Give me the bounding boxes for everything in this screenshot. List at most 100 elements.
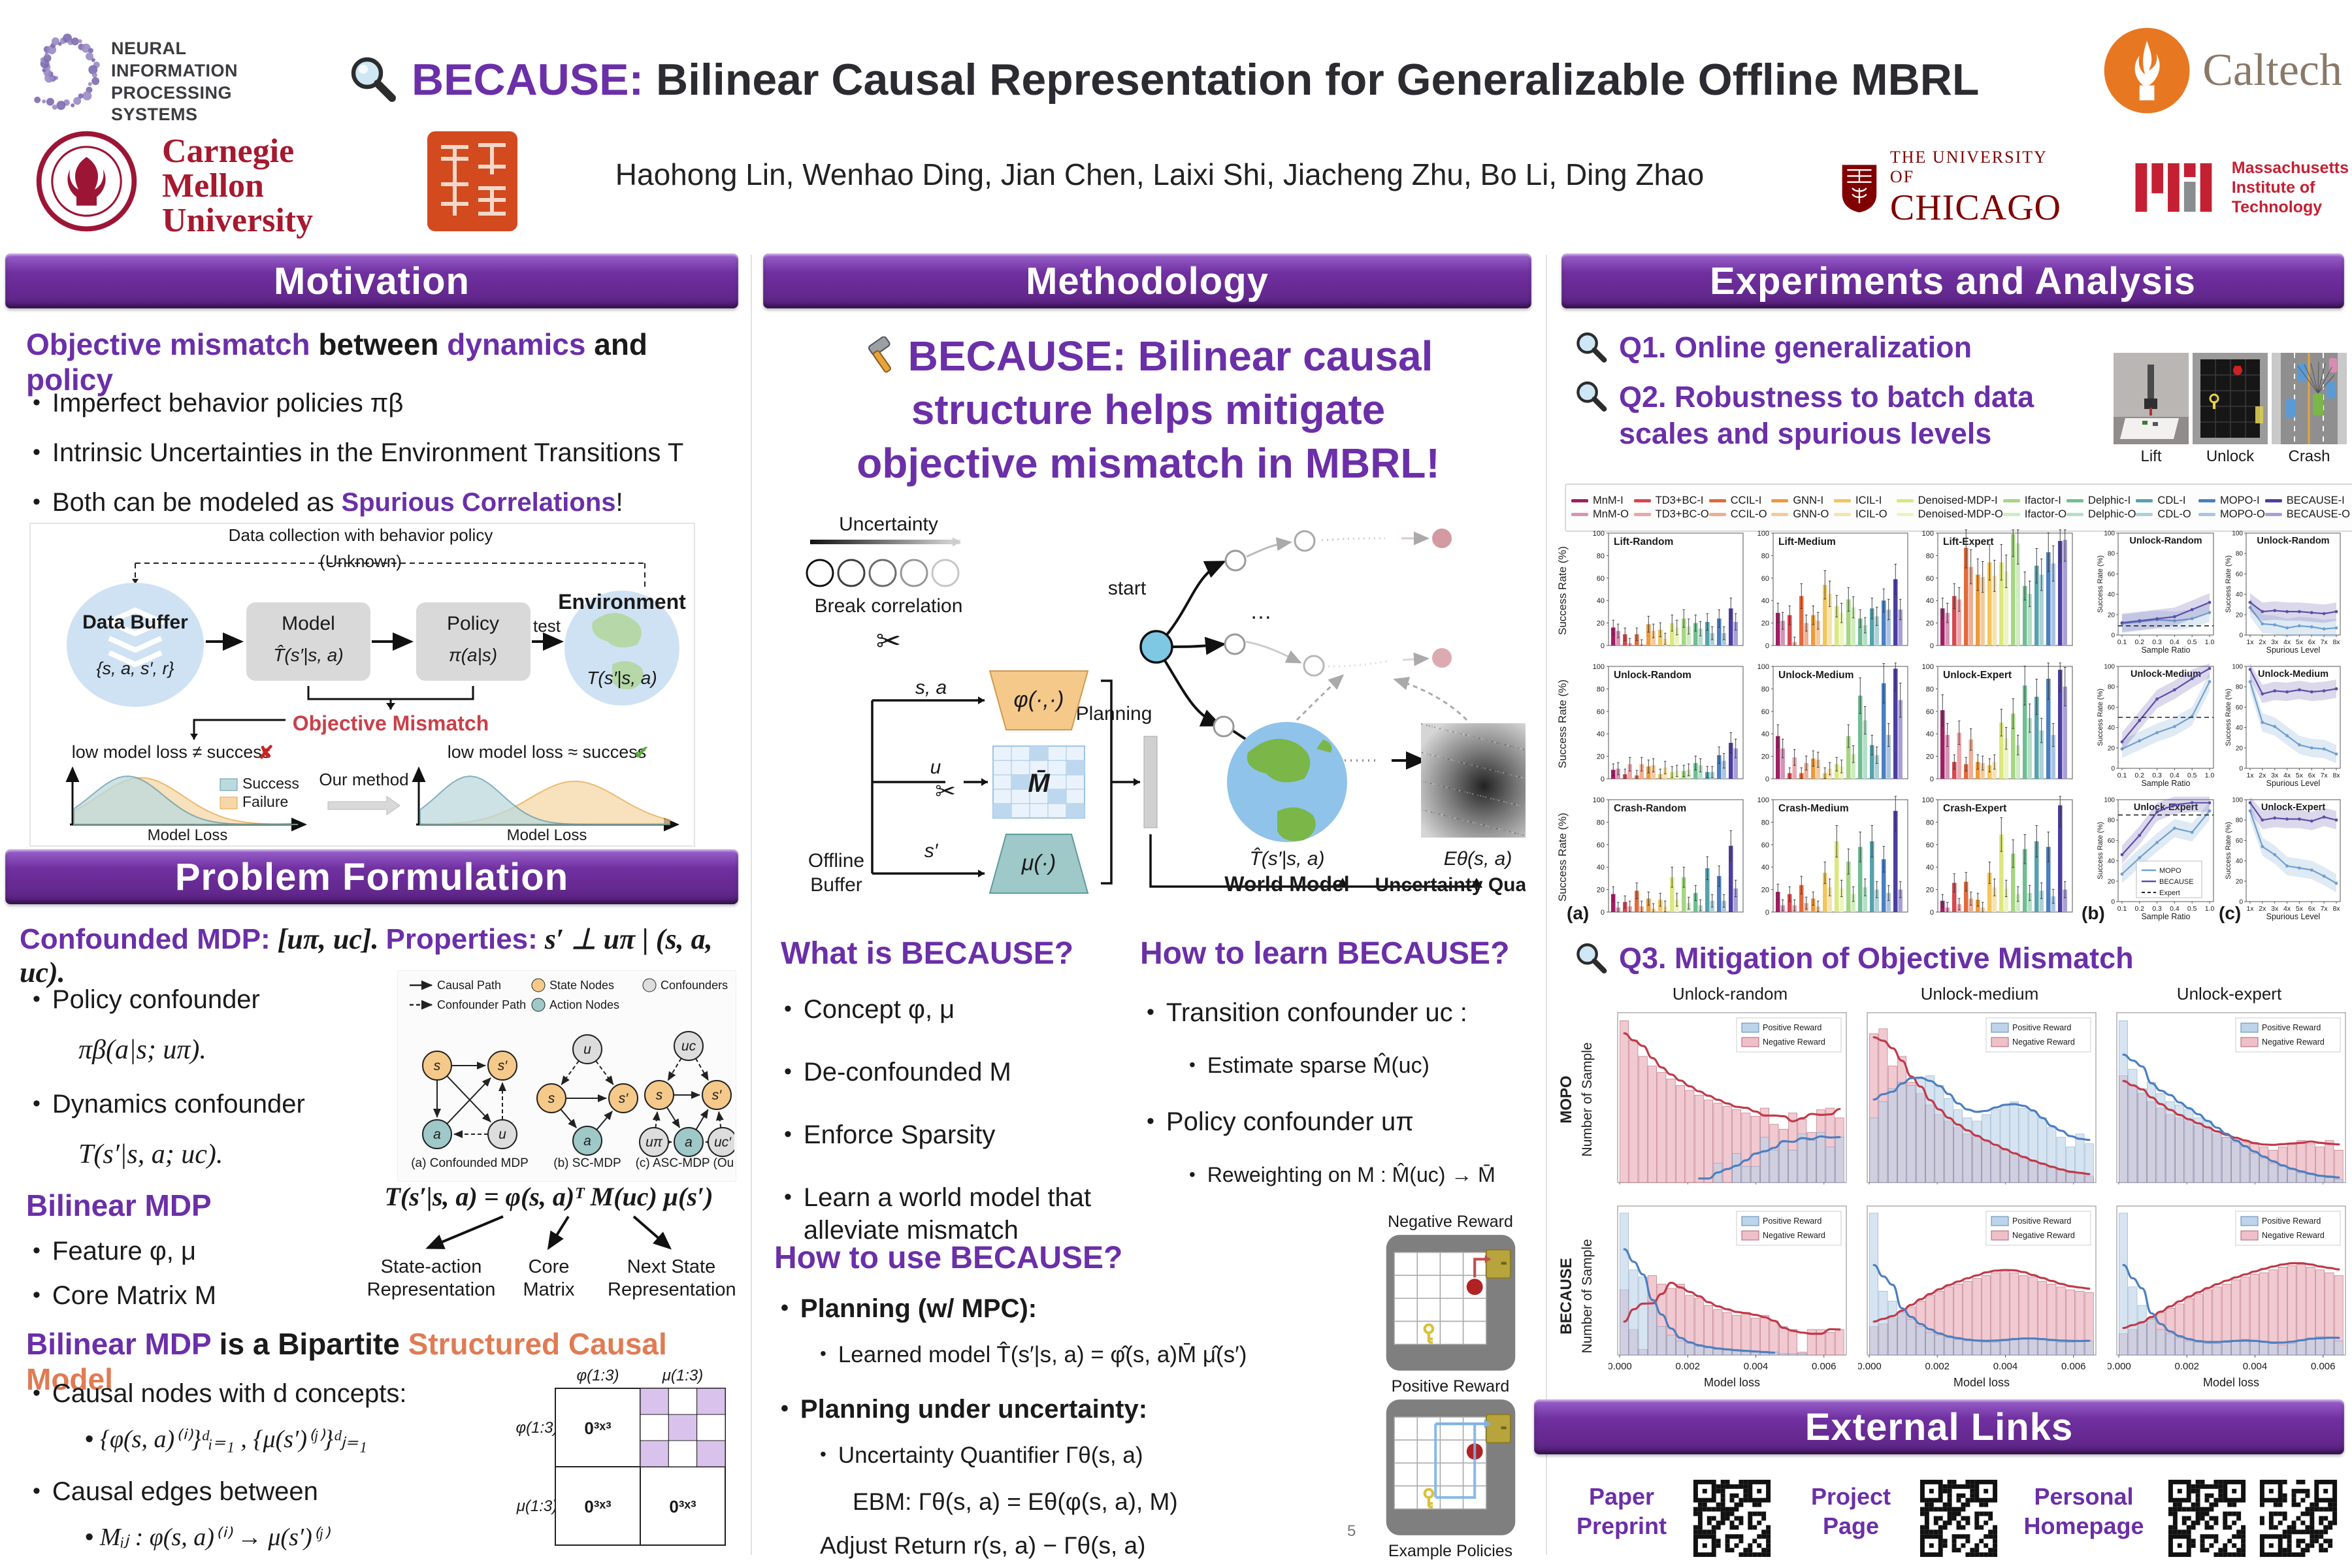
neurips-logo-line1: NEURAL INFORMATION <box>111 39 238 80</box>
bipartite-heading-p1: Bilinear MDP <box>26 1327 211 1361</box>
dynamics-confounder-eq: T(s′|s, a; uc). <box>78 1139 223 1169</box>
bar <box>2004 571 2008 645</box>
hist-bar-positive <box>1944 1098 1953 1183</box>
hist-bar-positive <box>1953 1339 1963 1356</box>
hist-bar-positive <box>2315 1175 2325 1183</box>
bar <box>1968 566 1973 645</box>
y-tick: 100 <box>2104 664 2115 671</box>
learn-bullet-1: • Transition confounder uc : <box>1147 996 1539 1029</box>
hist-bar-positive <box>2306 1337 2315 1356</box>
bar <box>1682 877 1686 912</box>
legend-label: MnM-O <box>1593 508 1629 520</box>
bar <box>1851 607 1855 645</box>
legend-label: BECAUSE-O <box>2286 508 2350 520</box>
bar <box>1870 608 1874 645</box>
x-tick: 8x <box>2332 638 2340 646</box>
y-axis-label: Success Rate (%) <box>2225 555 2232 613</box>
bar <box>1858 847 1863 912</box>
bar <box>1804 762 1808 779</box>
task-thumbnails: Lift Unlock <box>2114 353 2347 467</box>
panel-title: Unlock-Medium <box>1778 670 1854 681</box>
legend-row-out: Denoised-MDP-O <box>1896 508 2003 521</box>
y-tick: 0 <box>2239 899 2243 906</box>
legend-row-in: MOPO-I <box>2198 495 2265 507</box>
legend-entry-MnM: MnM-I MnM-O <box>1571 495 1634 521</box>
x-axis-label: Spurious Level <box>2266 912 2321 921</box>
legend-row-in: Ifactor-I <box>2002 495 2066 507</box>
hist-bar-positive <box>1878 1101 1888 1183</box>
chinese-seal <box>423 127 521 235</box>
y-tick: 40 <box>2108 591 2115 598</box>
bar <box>1776 892 1780 912</box>
y-tick: 100 <box>2104 531 2115 538</box>
panel-title: Crash-Random <box>1614 803 1686 814</box>
project-page-qr <box>1916 1475 2002 1565</box>
hist-bar-positive <box>2175 1337 2184 1356</box>
y-tick: 0 <box>2111 632 2115 640</box>
bar <box>1780 621 1785 645</box>
y-tick: 40 <box>2236 591 2244 598</box>
legend-label: Negative Reward <box>2012 1231 2075 1240</box>
y-axis-label: Number of Sample <box>1580 1042 1595 1157</box>
legend-label: Delphic-I <box>2088 495 2131 506</box>
y-tick: 40 <box>1926 864 1934 872</box>
panel-title: Unlock-Expert <box>2134 802 2198 813</box>
bar <box>1733 888 1738 912</box>
world-model-eq: T̂(s′|s, a) <box>1249 848 1324 870</box>
line-chart-panel: 0 20 40 60 80 100 Success Rate (%) 0.1 0.2 0.3 0.4… <box>2096 527 2217 658</box>
bar <box>1835 841 1839 912</box>
x-tick: 5x <box>2296 905 2304 913</box>
cmu-seal-logo <box>36 131 137 232</box>
bar <box>1682 618 1686 645</box>
matrix-row-mu: μ(1:3) <box>516 1497 557 1515</box>
feature-bullet: • Feature φ, μ <box>33 1235 372 1267</box>
hist-bar-positive <box>1906 1085 1916 1183</box>
neurips-logo: NEURAL INFORMATION PROCESSING SYSTEMS <box>13 7 294 124</box>
legend-entry-CCIL: CCIL-I CCIL-O <box>1708 495 1772 521</box>
bar <box>1882 683 1886 779</box>
legend-row-in: TD3+BC-I <box>1633 495 1709 507</box>
legend-entry-Delphic: Delphic-I Delphic-O <box>2066 495 2136 521</box>
hist-bar-positive <box>2128 1069 2138 1183</box>
magnifier-icon-q3 <box>1576 943 1607 973</box>
hist-bar-positive <box>1685 1343 1695 1356</box>
bar <box>2023 849 2027 912</box>
hist-bar-positive <box>2156 1329 2166 1356</box>
x-tick: 0.3 <box>2152 638 2162 646</box>
gridworld-positive <box>1384 1398 1518 1540</box>
core-matrix-label: M̄ <box>1028 769 1051 798</box>
poster-title: BECAUSE: Bilinear Causal Representation … <box>346 47 2065 112</box>
motivation-figure: Data collection with behavior policy (Unk… <box>29 523 695 847</box>
positive-reward-label: Positive Reward <box>1391 1377 1510 1396</box>
hist-bar-positive <box>1788 1150 1797 1183</box>
bar <box>1646 624 1651 645</box>
objective-mismatch-label: Objective Mismatch <box>293 711 489 735</box>
bar <box>1776 736 1780 779</box>
hist-bar-negative <box>1657 1072 1667 1183</box>
bar <box>1811 759 1816 779</box>
causal-graphs-figure: Causal Path Confounder Path State Nodes Act… <box>397 970 748 1182</box>
negative-reward-label: Negative Reward <box>1388 1213 1513 1231</box>
bar <box>1717 875 1722 912</box>
use-bullet-2-text: Planning under uncertainty: <box>800 1395 1148 1424</box>
panel-title: Unlock-Random <box>2257 536 2329 546</box>
hist-bar-positive <box>1732 1153 1741 1183</box>
x-tick: 0.002 <box>1675 1361 1700 1372</box>
y-tick: 100 <box>1922 796 1934 804</box>
hist-bar-positive <box>2156 1093 2166 1183</box>
y-tick: 60 <box>1597 708 1605 716</box>
x-tick: 8x <box>2332 905 2340 913</box>
bar <box>2063 540 2067 645</box>
graph-node: a <box>583 1134 591 1149</box>
y-tick: 40 <box>1761 597 1769 605</box>
matrix-col-mu: μ(1:3) <box>662 1367 704 1384</box>
legend-label: Ifactor-I <box>2024 495 2061 506</box>
hist-bar-positive <box>2231 1141 2240 1183</box>
learn-bullet-2s: • Reweighting on M : M̂(uc) → M̄ <box>1189 1162 1542 1188</box>
banner-experiments: Experiments and Analysis <box>1561 253 2344 308</box>
legend-failure: Failure <box>242 793 288 810</box>
bar <box>1863 887 1867 912</box>
bar <box>1992 762 1997 779</box>
bar <box>1717 618 1722 645</box>
u-label: u <box>930 757 941 778</box>
